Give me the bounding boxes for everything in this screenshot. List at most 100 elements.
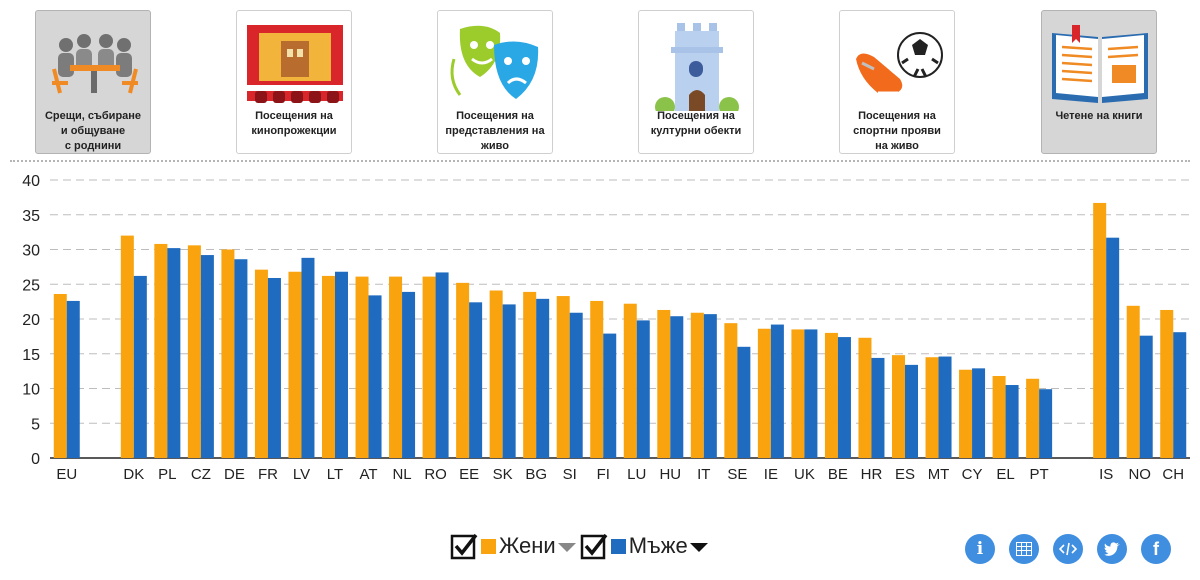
bar — [1026, 378, 1040, 458]
share-toolbar: i f — [965, 534, 1185, 564]
bar — [1106, 237, 1120, 458]
bar — [636, 320, 650, 458]
bar — [402, 291, 416, 458]
info-icon[interactable]: i — [965, 534, 995, 564]
bar — [892, 355, 905, 458]
bar — [925, 357, 939, 458]
tab-reading-books[interactable]: Четене на книги — [1041, 10, 1157, 154]
x-tick-label: IS — [1099, 466, 1113, 483]
y-tick-label: 35 — [22, 208, 40, 225]
bar — [389, 276, 403, 458]
bar — [1160, 309, 1174, 458]
x-tick-label: BG — [525, 466, 547, 483]
bar — [120, 235, 134, 458]
open-book-icon — [1052, 25, 1148, 103]
x-tick-label: CZ — [191, 466, 211, 483]
x-tick-label: HR — [861, 466, 883, 483]
tab-label: Посещения на кинопрожекции — [251, 110, 337, 137]
x-tick-label: IT — [697, 466, 710, 483]
bar — [1039, 389, 1053, 458]
bar — [569, 312, 583, 458]
bar — [972, 368, 986, 458]
bar — [938, 356, 952, 458]
bar — [690, 312, 704, 458]
bar — [53, 293, 67, 458]
x-tick-label: DK — [123, 466, 144, 483]
tab-label: Четене на книги — [1055, 110, 1143, 122]
checkbox-checked-icon[interactable] — [580, 532, 608, 560]
y-tick-label: 20 — [22, 312, 40, 329]
x-tick-label: LV — [293, 466, 310, 483]
bar — [992, 375, 1006, 458]
x-tick-label: FI — [597, 466, 610, 483]
x-tick-label: DE — [224, 466, 245, 483]
y-tick-label: 30 — [22, 243, 40, 260]
embed-code-icon[interactable] — [1053, 534, 1083, 564]
tab-cultural-sites[interactable]: Посещения на културни обекти — [638, 10, 754, 154]
football-icon — [856, 32, 943, 95]
bar — [301, 257, 315, 458]
y-tick-label: 25 — [22, 277, 40, 294]
x-tick-label: UK — [794, 466, 815, 483]
bar — [670, 316, 684, 458]
legend-item-women[interactable]: Жени — [450, 532, 576, 560]
legend-swatch-men — [610, 538, 626, 554]
bar — [590, 300, 604, 458]
x-tick-label: RO — [424, 466, 447, 483]
y-tick-label: 10 — [22, 382, 40, 399]
bar-chart: 0 5 10 15 20 25 30 35 40 EU DK PL CZ DE FR LV LT AT NL RO EE… — [22, 173, 1190, 483]
bar — [322, 275, 335, 458]
bar — [234, 259, 248, 458]
tab-cinema[interactable]: Посещения на кинопрожекции — [236, 10, 352, 154]
x-tick-label: SI — [563, 466, 577, 483]
bar — [154, 243, 168, 458]
bar — [791, 329, 805, 458]
bar — [221, 249, 235, 458]
tab-label: Посещения на културни обекти — [650, 110, 742, 137]
bar — [703, 314, 717, 458]
bar — [1139, 335, 1153, 458]
x-tick-label: EE — [459, 466, 479, 483]
bar — [469, 302, 483, 458]
x-tick-label: NO — [1128, 466, 1151, 483]
bar — [603, 333, 617, 458]
tab-meetings-relatives[interactable]: Срещи, събиране и общуване с роднини — [35, 10, 151, 154]
category-tabs: Срещи, събиране и общуване с роднини Пос… — [0, 0, 1200, 160]
bar — [167, 248, 181, 458]
bar — [536, 298, 550, 458]
x-tick-label: ES — [895, 466, 915, 483]
chevron-down-icon[interactable] — [557, 542, 576, 552]
x-tick-label: FR — [258, 466, 278, 483]
bar — [523, 291, 537, 458]
tab-label: Посещения на спортни прояви на живо — [853, 110, 941, 152]
bar — [1093, 202, 1107, 458]
bar — [254, 269, 268, 458]
bar — [267, 277, 281, 458]
checkbox-checked-icon[interactable] — [450, 532, 478, 560]
twitter-icon[interactable] — [1097, 534, 1127, 564]
legend-label-women: Жени — [499, 533, 556, 558]
bar — [435, 272, 449, 458]
facebook-icon[interactable]: f — [1141, 534, 1171, 564]
bar — [1126, 305, 1140, 458]
y-tick-label: 40 — [22, 173, 40, 190]
bar — [556, 296, 570, 458]
tab-sports-events[interactable]: Посещения на спортни прояви на живо — [839, 10, 955, 154]
bar — [657, 309, 671, 458]
bar — [422, 276, 436, 458]
bar — [502, 304, 516, 458]
chevron-down-icon[interactable] — [689, 542, 708, 552]
x-tick-label: IE — [764, 466, 778, 483]
bar — [1005, 385, 1019, 458]
bar — [200, 255, 214, 458]
theatre-masks-icon — [450, 25, 539, 99]
legend-item-men[interactable]: Мъже — [580, 532, 708, 560]
legend: Жени Мъже — [450, 528, 712, 564]
x-tick-label: CY — [962, 466, 983, 483]
y-tick-label: 15 — [22, 347, 40, 364]
bar — [804, 329, 818, 458]
table-icon[interactable] — [1009, 534, 1039, 564]
bar — [824, 332, 838, 458]
x-tick-label: LT — [327, 466, 343, 483]
tab-live-performances[interactable]: Посещения на представления на живо — [437, 10, 553, 154]
